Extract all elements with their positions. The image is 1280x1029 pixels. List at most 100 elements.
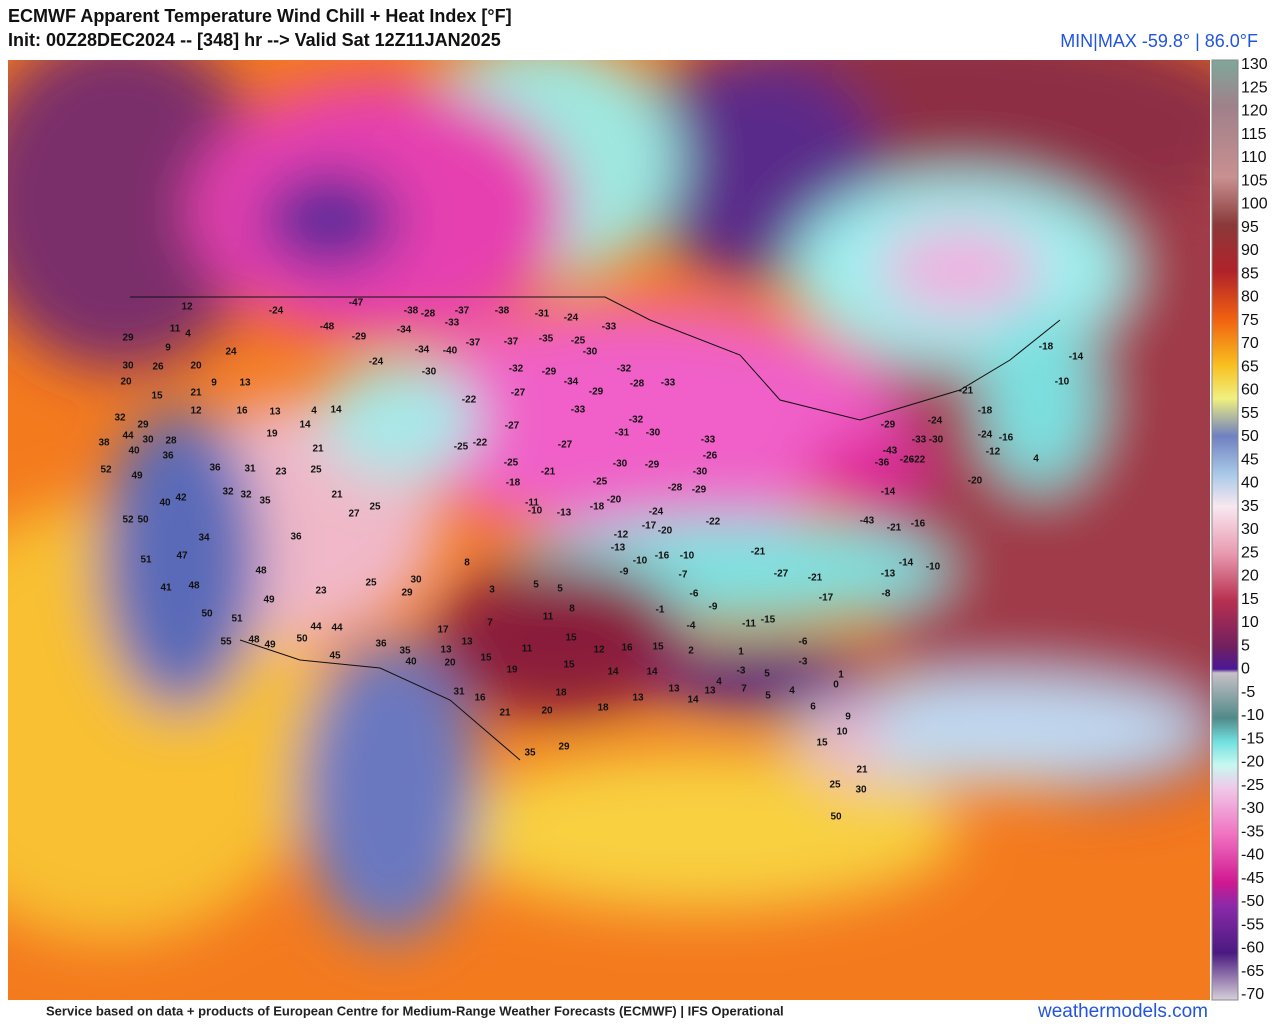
colorbar-tick-label: 40 [1241,475,1259,492]
station-value: -27 [774,569,789,580]
station-value: 52 [122,515,134,526]
station-value: -12 [986,447,1001,458]
colorbar-tick-label: 85 [1241,265,1259,282]
station-value: -21 [959,386,974,397]
station-value: -47 [349,298,364,309]
station-value: 8 [569,604,575,615]
station-value: 52 [100,465,112,476]
station-value: 36 [375,639,387,650]
station-value: -24 [564,313,579,324]
station-value: 32 [114,413,126,424]
station-value: -15 [761,615,776,626]
station-value: 12 [593,645,605,656]
colorbar-tick-label: -50 [1241,893,1264,910]
station-value: -27 [558,440,573,451]
colorbar-tick-label: -25 [1241,777,1264,794]
station-value: 45 [329,651,341,662]
colorbar-tick-label: 65 [1241,358,1259,375]
station-value: 17 [437,625,449,636]
site: weathermodels.com [1037,1001,1208,1022]
station-value: 47 [176,551,188,562]
station-value: -6 [799,637,808,648]
colorbar-tick-label: 110 [1241,149,1267,166]
station-value: -1 [656,605,665,616]
min-max: MIN|MAX -59.8° | 86.0°F [1060,31,1258,51]
colorbar-tick-label: 5 [1241,637,1250,654]
station-value: -32 [617,364,632,375]
colorbar-tick-label: 0 [1241,661,1250,678]
station-value: 0 [833,680,839,691]
station-value: 23 [275,467,287,478]
station-value: 16 [474,693,486,704]
station-value: -30 [646,428,661,439]
colorbar-tick-label: -5 [1241,684,1255,701]
station-value: -31 [615,428,630,439]
title: ECMWF Apparent Temperature Wind Chill + … [8,6,512,26]
station-value: 40 [405,657,417,668]
station-value: -33 [445,318,460,329]
station-value: -10 [1055,377,1070,388]
station-value: 21 [499,708,511,719]
station-value: -22 [706,517,721,528]
station-value: -22 [911,455,926,466]
station-value: -43 [883,446,898,457]
station-value: 27 [348,509,360,520]
station-value: -26 [900,455,915,466]
station-value: -21 [887,523,902,534]
station-value: 49 [131,471,143,482]
station-value: -29 [589,387,604,398]
station-value: 34 [198,533,210,544]
station-value: 3 [489,585,495,596]
station-value: 50 [201,609,213,620]
station-value: -37 [466,338,481,349]
station-value: -30 [422,367,437,378]
station-value: 30 [410,575,422,586]
station-value: 9 [211,378,217,389]
station-value: -20 [968,476,983,487]
station-value: -29 [692,485,707,496]
station-value: 9 [845,712,851,723]
station-value: 40 [128,446,140,457]
station-value: -16 [655,551,670,562]
station-value: -24 [269,306,284,317]
station-value: 23 [315,586,327,597]
station-value: 5 [765,691,771,702]
station-value: 21 [312,444,324,455]
station-value: -30 [583,347,598,358]
station-value: -24 [978,430,993,441]
station-value: -34 [397,325,412,336]
station-value: -25 [454,442,469,453]
colorbar-tick-label: -40 [1241,847,1264,864]
station-value: 7 [487,618,493,629]
station-value: 31 [244,464,256,475]
colorbar-tick-label: 95 [1241,219,1259,236]
station-value: 21 [190,388,202,399]
colorbar-tick-label: 60 [1241,382,1259,399]
station-value: 1 [838,670,844,681]
station-value: 16 [236,406,248,417]
station-value: 35 [524,748,536,759]
colorbar-tick-label: -15 [1241,730,1264,747]
station-value: -18 [506,478,521,489]
colorbar-tick-label: 50 [1241,428,1259,445]
credit: Service based on data + products of Euro… [46,1003,784,1018]
station-value: -33 [912,435,927,446]
station-value: -13 [881,569,896,580]
station-value: 14 [330,405,342,416]
station-value: -29 [645,460,660,471]
station-value: -21 [751,547,766,558]
station-value: -18 [590,502,605,513]
station-value: 15 [816,738,828,749]
station-value: 29 [401,588,413,599]
colorbar-tick-label: 130 [1241,56,1268,73]
station-value: -48 [320,322,335,333]
station-value: 42 [175,493,187,504]
station-value: -24 [649,507,664,518]
station-value: 50 [137,515,149,526]
station-value: -27 [505,421,520,432]
station-value: -17 [819,593,834,604]
station-value: 13 [668,684,680,695]
station-value: -7 [679,570,688,581]
station-value: 30 [122,361,134,372]
